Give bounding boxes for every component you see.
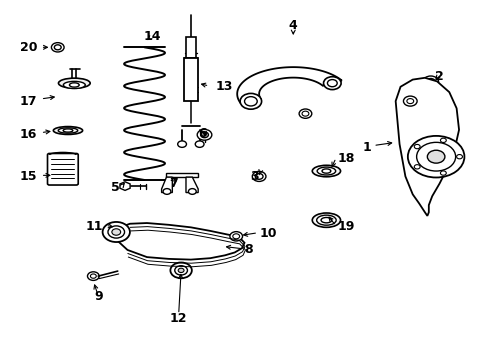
Circle shape [440, 138, 446, 143]
Circle shape [302, 111, 308, 116]
Circle shape [413, 144, 419, 149]
Circle shape [178, 268, 183, 273]
Circle shape [170, 262, 191, 278]
Polygon shape [166, 173, 198, 177]
Text: 8: 8 [244, 243, 253, 256]
Polygon shape [237, 67, 341, 103]
Circle shape [163, 189, 170, 194]
Circle shape [407, 136, 464, 177]
Circle shape [252, 171, 265, 181]
Circle shape [87, 272, 99, 280]
Circle shape [54, 45, 61, 50]
Circle shape [416, 142, 455, 171]
Circle shape [174, 266, 187, 275]
Polygon shape [395, 78, 458, 216]
Circle shape [427, 150, 444, 163]
Circle shape [90, 274, 96, 278]
Ellipse shape [53, 127, 82, 134]
Text: 9: 9 [94, 290, 102, 303]
Text: 7: 7 [169, 177, 178, 190]
Circle shape [229, 231, 242, 241]
Circle shape [426, 78, 434, 85]
Ellipse shape [322, 169, 330, 173]
Circle shape [112, 229, 121, 235]
Circle shape [422, 76, 438, 87]
Ellipse shape [317, 167, 335, 175]
Circle shape [188, 189, 196, 194]
Circle shape [403, 96, 416, 106]
Circle shape [327, 80, 337, 87]
FancyBboxPatch shape [183, 58, 197, 101]
Ellipse shape [312, 213, 340, 227]
FancyBboxPatch shape [185, 37, 195, 58]
Text: 5: 5 [111, 181, 120, 194]
Ellipse shape [321, 217, 331, 223]
Ellipse shape [312, 165, 340, 177]
Text: 13: 13 [215, 80, 232, 93]
FancyBboxPatch shape [47, 153, 78, 185]
Circle shape [244, 96, 257, 106]
Polygon shape [185, 177, 198, 193]
Circle shape [240, 93, 261, 109]
Circle shape [299, 109, 311, 118]
Ellipse shape [316, 215, 335, 225]
Text: 18: 18 [336, 152, 354, 165]
Text: 6: 6 [198, 127, 207, 140]
Text: 11: 11 [85, 220, 103, 233]
Circle shape [255, 174, 263, 179]
Circle shape [195, 141, 203, 147]
Text: 4: 4 [288, 19, 297, 32]
Circle shape [108, 226, 124, 238]
Circle shape [232, 234, 239, 239]
Text: 2: 2 [434, 69, 443, 82]
Text: 3: 3 [250, 170, 259, 183]
Ellipse shape [69, 83, 79, 87]
Polygon shape [161, 177, 172, 193]
Circle shape [323, 77, 341, 90]
Circle shape [51, 42, 64, 52]
Polygon shape [114, 223, 244, 260]
Text: 16: 16 [20, 127, 37, 141]
Text: 19: 19 [336, 220, 354, 233]
Circle shape [177, 141, 186, 147]
Circle shape [413, 165, 419, 169]
Ellipse shape [58, 128, 78, 133]
Text: 20: 20 [20, 41, 37, 54]
Ellipse shape [63, 81, 85, 89]
Circle shape [102, 222, 130, 242]
Ellipse shape [63, 129, 73, 132]
Text: 17: 17 [20, 95, 37, 108]
Text: 1: 1 [362, 141, 370, 154]
Circle shape [440, 171, 446, 175]
Circle shape [456, 154, 462, 159]
Text: 12: 12 [169, 311, 187, 325]
Text: 14: 14 [143, 30, 160, 43]
Polygon shape [120, 182, 130, 190]
Text: 10: 10 [259, 227, 276, 240]
Circle shape [197, 130, 211, 140]
Text: 15: 15 [20, 170, 37, 183]
Circle shape [200, 132, 208, 138]
Ellipse shape [59, 78, 90, 88]
Circle shape [406, 99, 413, 104]
